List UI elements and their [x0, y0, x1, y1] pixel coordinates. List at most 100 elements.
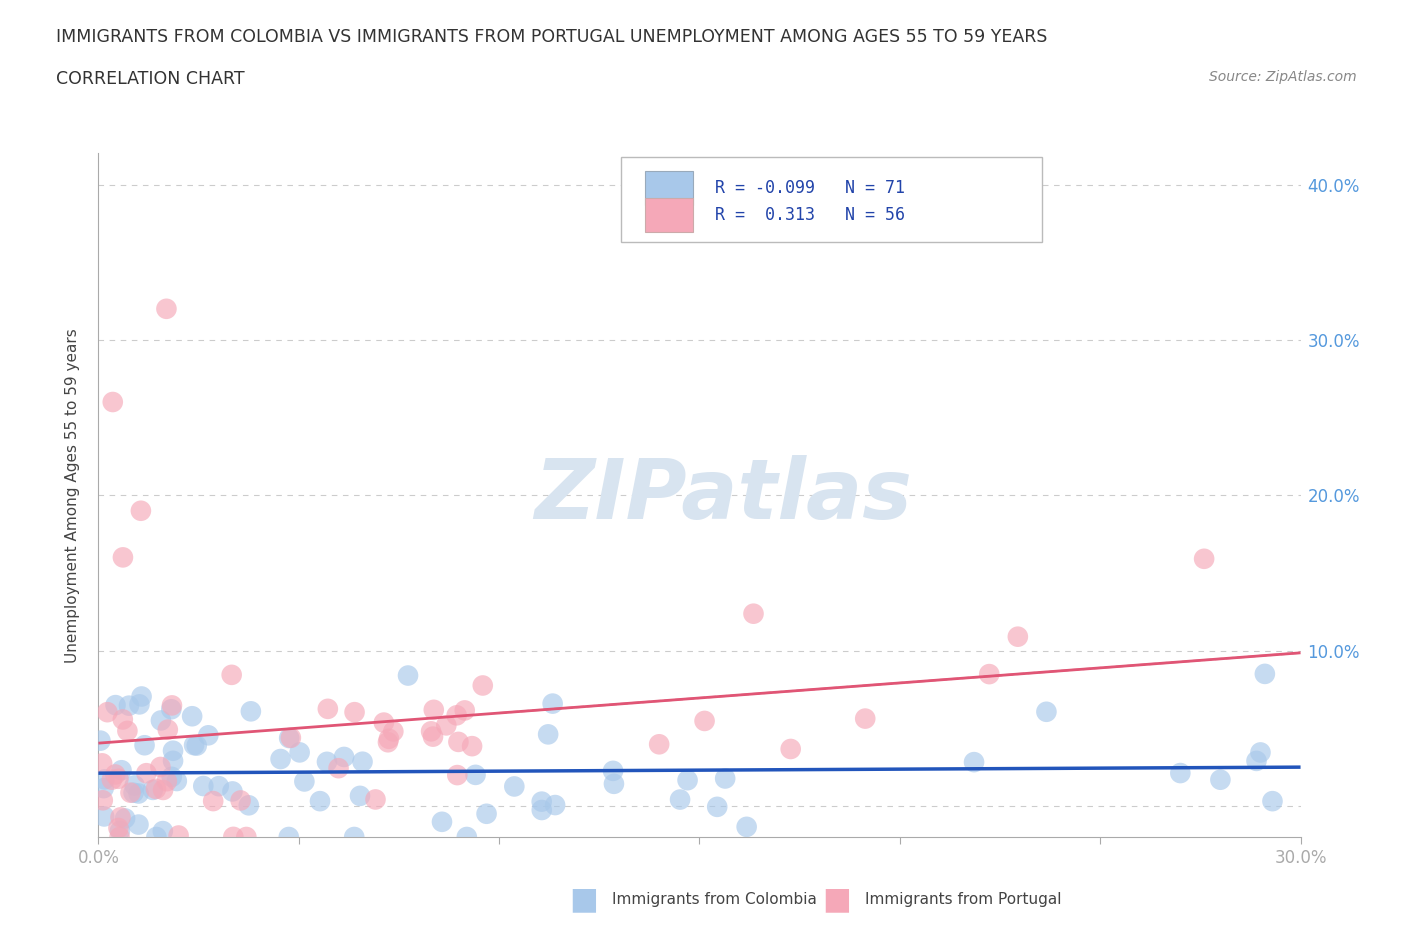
Point — [396, 668, 419, 683]
Point — [742, 606, 765, 621]
Point — [328, 761, 350, 776]
Point — [378, 731, 401, 746]
Point — [602, 764, 624, 778]
Point — [377, 735, 399, 750]
Point — [530, 794, 553, 809]
Text: Immigrants from Portugal: Immigrants from Portugal — [865, 892, 1062, 907]
Point — [89, 733, 111, 748]
Text: CORRELATION CHART: CORRELATION CHART — [56, 70, 245, 87]
Point — [648, 737, 671, 751]
Point — [128, 697, 150, 711]
Point — [382, 724, 405, 738]
Point — [118, 698, 141, 713]
Point — [277, 830, 299, 844]
Point — [669, 792, 692, 807]
Point — [446, 708, 468, 723]
Point — [1254, 667, 1277, 682]
Point — [149, 760, 172, 775]
Point — [278, 731, 301, 746]
Point — [333, 750, 356, 764]
Point — [93, 772, 115, 787]
Point — [93, 809, 115, 824]
Point — [193, 778, 215, 793]
Point — [208, 778, 231, 793]
Point — [530, 803, 553, 817]
Point — [235, 830, 257, 844]
Point — [160, 769, 183, 784]
Point — [128, 786, 150, 801]
Point — [101, 772, 124, 787]
Point — [1246, 753, 1268, 768]
Point — [166, 774, 188, 789]
Point — [131, 689, 153, 704]
Point — [1170, 765, 1192, 780]
FancyBboxPatch shape — [621, 157, 1042, 243]
Point — [1250, 745, 1272, 760]
Point — [422, 729, 444, 744]
Text: IMMIGRANTS FROM COLOMBIA VS IMMIGRANTS FROM PORTUGAL UNEMPLOYMENT AMONG AGES 55 : IMMIGRANTS FROM COLOMBIA VS IMMIGRANTS F… — [56, 28, 1047, 46]
Point — [162, 743, 184, 758]
Point — [149, 713, 172, 728]
Point — [111, 550, 134, 565]
Point — [129, 503, 152, 518]
Point — [544, 798, 567, 813]
Point — [735, 819, 758, 834]
Point — [238, 798, 260, 813]
Point — [101, 394, 124, 409]
Point — [1035, 704, 1057, 719]
Point — [1261, 793, 1284, 808]
Point — [349, 789, 371, 804]
Point — [108, 823, 131, 838]
Point — [155, 301, 177, 316]
Point — [292, 774, 315, 789]
Point — [222, 830, 245, 844]
Point — [309, 793, 332, 808]
Point — [110, 810, 132, 825]
Point — [779, 741, 801, 756]
Point — [853, 711, 876, 726]
Point — [364, 792, 387, 807]
Point — [471, 678, 494, 693]
Point — [447, 735, 470, 750]
Point — [541, 697, 564, 711]
Point — [160, 702, 183, 717]
Point — [343, 705, 366, 720]
Point — [167, 828, 190, 843]
Text: ■: ■ — [569, 884, 598, 914]
Text: ■: ■ — [823, 884, 851, 914]
FancyBboxPatch shape — [645, 198, 693, 232]
Point — [107, 771, 129, 786]
Point — [181, 709, 204, 724]
Point — [446, 767, 468, 782]
Point — [127, 817, 149, 832]
Point — [93, 780, 115, 795]
Point — [714, 771, 737, 786]
Point — [145, 830, 167, 844]
Point — [162, 753, 184, 768]
Point — [107, 820, 129, 835]
Point — [202, 793, 225, 808]
Point — [475, 806, 498, 821]
FancyBboxPatch shape — [645, 170, 693, 205]
Point — [676, 773, 699, 788]
Point — [152, 782, 174, 797]
Point — [343, 830, 366, 844]
Point — [229, 793, 252, 808]
Point — [117, 724, 139, 738]
Point — [434, 718, 457, 733]
Point — [221, 668, 243, 683]
Point — [963, 755, 986, 770]
Point — [706, 800, 728, 815]
Text: ZIPatlas: ZIPatlas — [534, 455, 912, 536]
Text: Source: ZipAtlas.com: Source: ZipAtlas.com — [1209, 70, 1357, 84]
Point — [124, 778, 146, 793]
Point — [108, 830, 131, 844]
Point — [120, 785, 142, 800]
Text: R =  0.313   N = 56: R = 0.313 N = 56 — [716, 206, 905, 224]
Point — [152, 824, 174, 839]
Point — [156, 774, 179, 789]
Point — [1007, 630, 1029, 644]
Point — [186, 738, 208, 753]
Point — [104, 767, 127, 782]
Point — [430, 815, 453, 830]
